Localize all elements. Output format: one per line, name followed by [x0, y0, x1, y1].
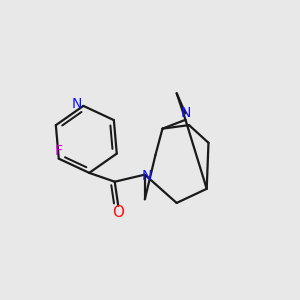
- Text: N: N: [180, 106, 191, 120]
- Text: O: O: [112, 206, 124, 220]
- Text: F: F: [55, 144, 63, 158]
- Text: N: N: [72, 98, 82, 112]
- Text: N: N: [142, 169, 152, 183]
